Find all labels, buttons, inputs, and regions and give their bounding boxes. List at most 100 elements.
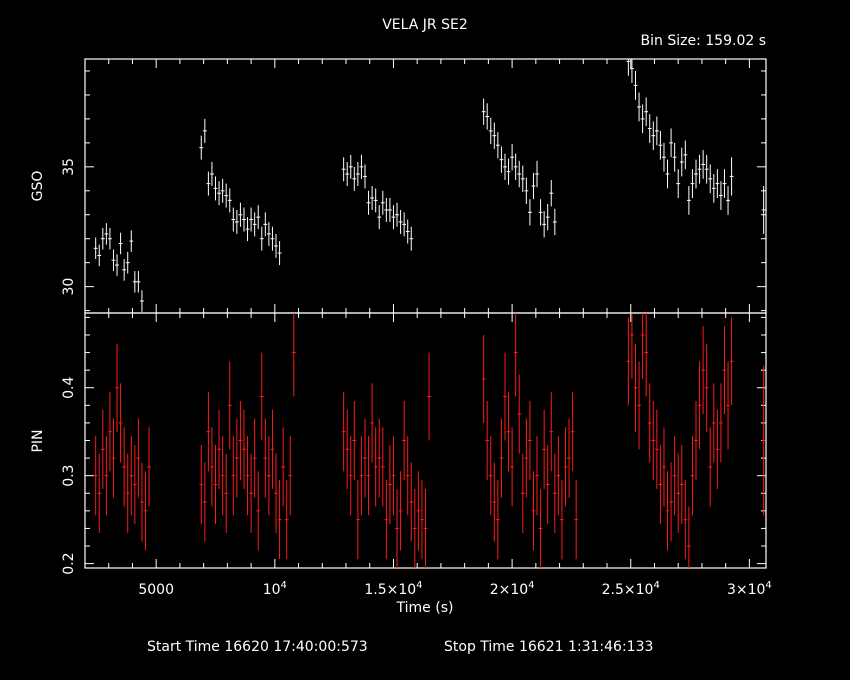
data-point (97, 244, 102, 267)
data-point (140, 462, 144, 542)
data-point (402, 400, 407, 481)
data-point (380, 427, 385, 507)
x-tick-label: 2.5×104 (602, 580, 660, 598)
data-point (370, 383, 375, 463)
data-point (213, 176, 218, 201)
data-point (245, 436, 250, 516)
data-point (136, 271, 141, 293)
data-point (370, 186, 375, 210)
data-point (761, 186, 766, 234)
data-point (665, 159, 670, 189)
data-point (277, 480, 282, 560)
data-point (213, 444, 218, 525)
data-point (242, 207, 246, 232)
data-point (412, 488, 417, 568)
data-point (640, 313, 645, 379)
data-point (481, 334, 486, 423)
data-point (552, 208, 557, 236)
data-point (701, 150, 706, 179)
data-point (111, 418, 116, 498)
data-point (513, 153, 518, 181)
data-point (266, 436, 271, 516)
data-point (722, 169, 727, 198)
data-point (517, 374, 522, 454)
data-point (761, 365, 766, 516)
data-point (238, 202, 243, 227)
data-point (633, 70, 638, 100)
data-point (384, 480, 389, 560)
data-point (345, 409, 350, 489)
data-point (538, 488, 543, 568)
data-point (348, 436, 353, 516)
data-point (93, 436, 98, 516)
data-point (626, 59, 631, 76)
data-point (704, 343, 709, 432)
data-point (556, 436, 561, 516)
start-time-label: Start Time 16620 17:40:00:573 (147, 639, 368, 655)
data-point (503, 352, 507, 441)
data-point (506, 158, 511, 185)
data-point (630, 59, 634, 83)
data-point (388, 444, 392, 525)
data-point (341, 157, 346, 182)
data-point (729, 157, 734, 196)
data-point (524, 177, 529, 204)
x-tick-label: 3×104 (727, 580, 772, 598)
data-point (531, 172, 536, 200)
data-point (513, 313, 518, 397)
data-point (644, 97, 649, 127)
x-axis-ticks: 5000 104 1.5×104 2×104 2.5×104 3×104 (84, 59, 772, 598)
data-point (202, 462, 207, 542)
data-point (270, 409, 275, 489)
data-point (206, 171, 211, 196)
data-point (488, 117, 493, 145)
data-point (352, 166, 357, 191)
pin-axis-label: PIN (30, 429, 46, 452)
pin-y-ticks: 0.2 0.3 0.4 (61, 316, 766, 575)
data-point (363, 164, 367, 189)
data-point (111, 249, 116, 272)
data-point (719, 383, 723, 463)
data-point (234, 418, 239, 498)
data-point (499, 418, 504, 498)
data-point (545, 444, 550, 525)
data-point (227, 361, 232, 450)
data-point (402, 212, 407, 237)
data-point (217, 181, 221, 206)
data-point (231, 207, 236, 232)
data-point (259, 352, 264, 441)
x-tick-label: 104 (263, 580, 287, 598)
data-point (503, 153, 507, 181)
data-point (701, 326, 706, 415)
data-point (672, 142, 677, 172)
data-point (722, 326, 727, 415)
x-tick-label: 5000 (138, 582, 174, 598)
data-point (715, 169, 720, 198)
data-point (391, 436, 396, 516)
data-point (199, 135, 204, 160)
data-point (552, 453, 557, 533)
data-point (97, 453, 102, 533)
data-point (676, 169, 681, 198)
data-point (291, 313, 296, 397)
data-point (549, 392, 554, 472)
data-point (256, 205, 261, 230)
data-point (542, 409, 547, 489)
data-point (686, 506, 691, 568)
data-point (726, 361, 730, 450)
data-point (210, 427, 214, 507)
data-point (395, 202, 399, 227)
data-point (129, 436, 134, 516)
data-point (242, 409, 246, 489)
data-point (669, 462, 673, 542)
data-point (524, 418, 529, 498)
data-point (288, 436, 293, 516)
data-point (574, 480, 579, 560)
data-point (355, 480, 360, 560)
data-point (366, 436, 371, 516)
data-point (398, 471, 403, 551)
data-point (366, 190, 371, 215)
data-point (363, 418, 367, 498)
data-point (341, 392, 346, 472)
data-point (510, 427, 515, 507)
